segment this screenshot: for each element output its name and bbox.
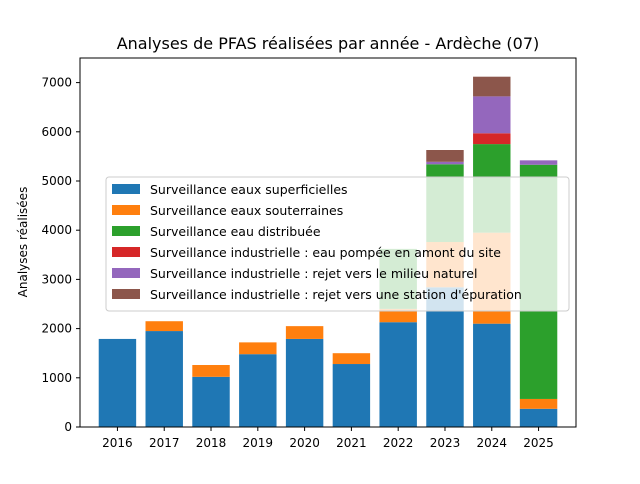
bar-1-2019: [239, 342, 277, 355]
y-tick-label: 4000: [41, 223, 72, 237]
x-tick-label: 2016: [102, 436, 133, 450]
legend-label: Surveillance eaux superficielles: [150, 182, 348, 197]
x-tick-label: 2020: [289, 436, 320, 450]
bar-0-2016: [98, 338, 137, 427]
bar-0-2025: [519, 408, 558, 427]
bar-0-2018: [192, 376, 230, 427]
bar-3-2024: [473, 133, 511, 145]
bar-0-2022: [379, 322, 417, 427]
x-tick-label: 2021: [336, 436, 367, 450]
y-tick-label: 7000: [41, 76, 72, 90]
legend-label: Surveillance eau distribuée: [150, 224, 321, 239]
legend-swatch: [112, 184, 140, 194]
legend-box: [105, 176, 570, 312]
bar-1-2025: [519, 398, 558, 409]
axes-layer: 0 1000 2000 3000 4000 5000 6000 7000 2016 2017 201…: [41, 57, 577, 450]
x-tick-label: 2024: [477, 436, 508, 450]
x-tick-label: 2023: [430, 436, 461, 450]
bar-0-2020: [285, 338, 324, 427]
bar-1-2018: [192, 365, 230, 377]
y-tick-label: 1000: [41, 371, 72, 385]
x-tick-label: 2018: [196, 436, 227, 450]
bar-4-2025: [519, 160, 558, 165]
y-tick-label: 0: [64, 420, 72, 434]
legend-label: Surveillance industrielle : eau pompée e…: [150, 245, 501, 260]
bar-0-2017: [145, 331, 183, 427]
bar-5-2024: [473, 76, 511, 97]
legend-swatch: [112, 205, 140, 215]
legend-swatch: [112, 247, 140, 257]
bar-0-2019: [239, 354, 277, 427]
y-axis-label: Analyses réalisées: [16, 187, 30, 298]
y-tick-label: 3000: [41, 272, 72, 286]
y-tick-label: 2000: [41, 322, 72, 336]
bar-4-2023: [426, 161, 464, 165]
x-tick-label: 2019: [243, 436, 274, 450]
bar-1-2020: [285, 326, 324, 339]
bar-1-2022: [379, 308, 417, 323]
y-tick-label: 5000: [41, 174, 72, 188]
bar-0-2024: [473, 323, 511, 427]
bar-1-2021: [332, 353, 371, 365]
x-tick-label: 2025: [523, 436, 554, 450]
y-tick-label: 6000: [41, 125, 72, 139]
x-tick-label: 2022: [383, 436, 414, 450]
legend-label: Surveillance industrielle : rejet vers l…: [150, 266, 477, 281]
plot-frame: [79, 57, 577, 428]
legend: Surveillance eaux superficielles Surveill…: [105, 176, 570, 312]
bar-4-2024: [473, 96, 511, 134]
x-tick-label: 2017: [149, 436, 180, 450]
bar-5-2023: [426, 150, 464, 162]
legend-label: Surveillance industrielle : rejet vers u…: [150, 287, 522, 302]
bar-1-2017: [145, 321, 183, 332]
legend-label: Surveillance eaux souterraines: [150, 203, 343, 218]
chart-title: Analyses de PFAS réalisées par année - A…: [117, 34, 540, 53]
legend-swatch: [112, 289, 140, 299]
bar-0-2021: [332, 364, 371, 427]
legend-swatch: [112, 268, 140, 278]
legend-swatch: [112, 226, 140, 236]
